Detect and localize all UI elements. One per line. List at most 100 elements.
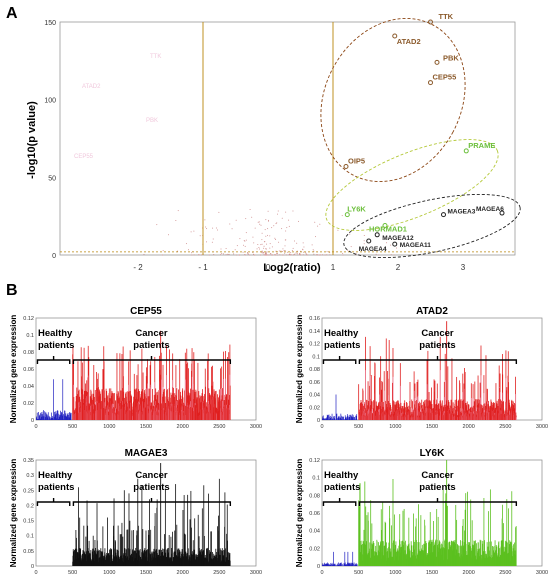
background-point [264, 241, 266, 243]
background-point [276, 222, 278, 224]
background-point [259, 223, 261, 225]
volcano-plot: TTK ATAD2 PBK CEP55 TTK ATAD2 PBK CEP55 OIP5 PRAM… [26, 12, 521, 274]
background-point [205, 226, 207, 228]
background-point [363, 243, 365, 245]
x-tick-label: 500 [68, 570, 77, 576]
y-tick-label: 100 [44, 98, 56, 105]
x-tick-label: 2500 [213, 424, 225, 430]
background-point [276, 253, 278, 255]
background-point [342, 252, 344, 254]
background-point [312, 249, 314, 251]
y-axis-label: -log10(p value) [26, 101, 38, 179]
y-axis-label: Normalized gene expression [295, 315, 304, 424]
background-point [326, 251, 328, 253]
background-point [285, 230, 287, 232]
x-tick-label: 0 [320, 424, 323, 430]
background-point [269, 235, 271, 237]
background-point [341, 215, 343, 217]
healthy-bracket [36, 356, 71, 364]
x-tick-label: 3000 [536, 424, 548, 430]
background-point [302, 242, 304, 244]
x-tick-label: 1000 [103, 570, 115, 576]
background-point [313, 250, 315, 252]
background-point [295, 252, 297, 254]
background-point [265, 254, 267, 256]
gene-label: CEP55 [433, 73, 457, 82]
background-point [305, 253, 307, 255]
background-point [267, 220, 269, 222]
x-tick-label: 2000 [463, 424, 475, 430]
background-point [212, 227, 214, 229]
background-point [265, 252, 267, 254]
background-point [288, 225, 290, 227]
background-point [251, 216, 253, 218]
background-point [318, 254, 320, 256]
background-point [265, 248, 267, 250]
x-tick-label: 500 [354, 424, 363, 430]
background-point [307, 254, 309, 256]
background-point [317, 225, 319, 227]
background-point [285, 211, 287, 213]
x-tick-label: 1500 [426, 570, 438, 576]
y-axis-label: Normalized gene expression [9, 459, 18, 568]
background-point [290, 254, 292, 256]
y-tick-label: 0 [31, 564, 34, 570]
background-point [162, 250, 164, 252]
x-tick-label: 2500 [499, 424, 511, 430]
background-gene-label: TTK [150, 54, 161, 60]
background-point [213, 253, 215, 255]
healthy-label-line2: patients [324, 482, 360, 493]
background-point [271, 254, 273, 256]
background-point [275, 239, 277, 241]
background-point [278, 250, 280, 252]
background-point [193, 254, 195, 256]
background-point [276, 213, 278, 215]
background-point [324, 254, 326, 256]
background-point [233, 253, 235, 255]
background-point [247, 251, 249, 253]
y-tick-label: 0.04 [309, 393, 320, 399]
y-tick-label: 0.02 [309, 546, 320, 552]
background-point [321, 254, 323, 256]
background-gene-label: ATAD2 [82, 84, 101, 90]
background-point [254, 227, 256, 229]
x-tick-label: - 1 [198, 263, 208, 272]
background-point [285, 239, 287, 241]
x-tick-label: 3000 [250, 424, 262, 430]
background-point [282, 248, 284, 250]
background-point [257, 244, 259, 246]
background-point [319, 254, 321, 256]
background-point [378, 254, 380, 256]
y-tick-label: 0.08 [309, 367, 320, 373]
gene-point [428, 80, 433, 86]
background-point [228, 253, 230, 255]
background-point [337, 229, 339, 231]
y-tick-label: 0.16 [309, 316, 320, 322]
background-point [268, 254, 270, 256]
background-point [393, 254, 395, 256]
background-point [199, 235, 201, 237]
y-tick-label: 0.12 [309, 342, 320, 348]
background-point [263, 245, 265, 247]
background-point [296, 252, 298, 254]
y-tick-label: 0.08 [309, 493, 320, 499]
background-gene-label: CEP55 [74, 154, 94, 160]
background-point [215, 227, 217, 229]
panel-label-b: B [6, 282, 18, 299]
background-point [212, 238, 214, 240]
background-point [292, 210, 294, 212]
background-point [300, 254, 302, 256]
y-tick-label: 0.02 [309, 405, 320, 411]
x-tick-label: 2000 [177, 570, 189, 576]
background-point [264, 254, 266, 256]
background-point [261, 251, 263, 253]
background-gene-label: PBK [146, 118, 158, 124]
background-point [191, 252, 193, 254]
background-point [296, 242, 298, 244]
background-point [236, 245, 238, 247]
background-point [282, 254, 284, 256]
background-point [284, 245, 286, 247]
background-point [267, 234, 269, 236]
background-point [247, 253, 249, 255]
background-point [177, 210, 179, 212]
